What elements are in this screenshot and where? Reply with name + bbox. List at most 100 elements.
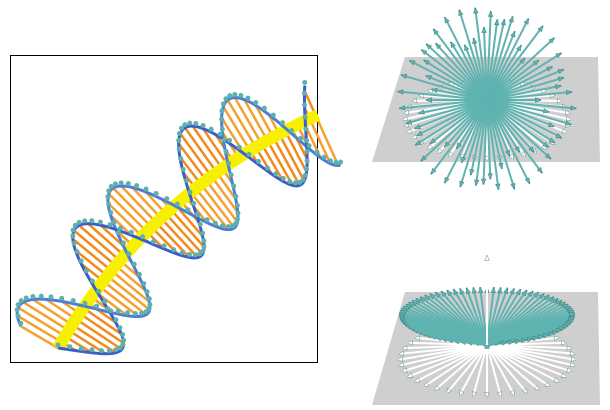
backbone-arrow	[19, 298, 24, 303]
backbone-arrow	[231, 183, 236, 188]
backbone-arrow	[209, 127, 214, 132]
backbone-arrow	[24, 295, 29, 300]
backbone-arrow	[113, 347, 118, 352]
backbone-arrow	[303, 114, 308, 119]
backbone-arrow	[218, 132, 223, 137]
backbone-arrow	[15, 307, 20, 312]
backbone-arrow	[132, 262, 137, 267]
backbone-arrow	[305, 158, 310, 163]
backbone-arrow	[176, 138, 181, 143]
backbone-arrow	[120, 342, 125, 347]
arrow-head	[511, 31, 515, 37]
arrow-head	[511, 183, 515, 189]
backbone-arrow	[140, 234, 145, 239]
backbone-arrow	[229, 172, 234, 177]
backbone-arrow	[182, 122, 187, 127]
arrow-head	[495, 184, 500, 190]
backbone-arrow	[175, 202, 180, 207]
backbone-arrow	[223, 149, 228, 154]
backbone-arrow	[303, 173, 308, 178]
backbone-arrow	[18, 321, 23, 326]
backbone-arrow	[238, 93, 243, 98]
backbone-arrow	[201, 238, 206, 243]
backbone-arrow	[256, 159, 261, 164]
backbone-arrow	[98, 220, 103, 225]
backbone-arrow	[328, 158, 333, 163]
backbone-arrow	[281, 176, 286, 181]
backbone-arrow	[16, 302, 21, 307]
backbone-arrow	[198, 222, 203, 227]
backbone-arrow	[226, 224, 231, 229]
arrow-head	[474, 8, 479, 14]
backbone-arrow	[79, 258, 84, 263]
backbone-arrow	[56, 343, 61, 348]
backbone-arrow	[287, 179, 292, 184]
backbone-arrow	[59, 296, 64, 301]
backbone-arrow	[161, 243, 166, 248]
backbone-arrow	[113, 317, 118, 322]
backbone-arrow	[137, 272, 142, 277]
backbone-arrow	[219, 117, 224, 122]
backbone-arrow	[82, 218, 87, 223]
backbone-arrow	[102, 299, 107, 304]
backbone-arrow	[147, 296, 152, 301]
backbone-arrow	[293, 180, 298, 185]
backbone-arrow	[300, 177, 305, 182]
backbone-arrow	[314, 150, 319, 155]
backbone-arrow	[280, 120, 285, 125]
backbone-arrow	[96, 289, 101, 294]
backbone-arrow	[70, 233, 75, 238]
backbone-arrow	[289, 128, 294, 133]
arrow-head	[488, 174, 493, 180]
backbone-arrow	[126, 181, 131, 186]
backbone-arrow	[262, 106, 267, 111]
backbone-arrow	[226, 161, 231, 166]
backbone-arrow	[121, 241, 126, 246]
arrow-head	[494, 19, 499, 25]
backbone-arrow	[193, 252, 198, 257]
backbone-arrow	[107, 348, 112, 353]
backbone-arrow	[118, 226, 123, 231]
backbone-arrow	[171, 247, 176, 252]
backbone-arrow	[177, 131, 182, 136]
backbone-arrow	[134, 183, 139, 188]
backbone-arrow	[105, 306, 110, 311]
arrow-head	[524, 18, 529, 24]
backbone-arrow	[177, 146, 182, 151]
backbone-arrow	[72, 241, 77, 246]
backbone-arrow	[30, 294, 35, 299]
backbone-arrow	[195, 213, 200, 218]
backbone-arrow	[273, 171, 278, 176]
backbone-arrow	[187, 252, 192, 257]
backbone-arrow	[133, 311, 138, 316]
backbone-arrow	[89, 347, 94, 352]
backbone-arrow	[235, 217, 240, 222]
backbone-arrow	[221, 137, 226, 142]
backbone-arrow	[298, 136, 303, 141]
arrow-head	[459, 10, 463, 16]
backbone-arrow	[271, 113, 276, 118]
backbone-arrow	[71, 227, 76, 232]
scene	[0, 0, 610, 410]
arrow-head	[460, 181, 464, 187]
arrow-head	[472, 287, 477, 293]
backbone-arrow	[227, 93, 232, 98]
backbone-arrow	[201, 244, 206, 249]
backbone-arrow	[16, 314, 21, 319]
arrow-head	[474, 180, 479, 186]
backbone-arrow	[245, 96, 250, 101]
arrow-head	[465, 45, 469, 51]
backbone-arrow	[205, 217, 210, 222]
backbone-arrow	[191, 201, 196, 206]
backbone-arrow	[117, 325, 122, 330]
page: (() => { const data = JSON.parse(documen…	[0, 0, 610, 410]
backbone-arrow	[188, 190, 193, 195]
backbone-arrow	[235, 203, 240, 208]
backbone-arrow	[235, 211, 240, 216]
backbone-arrow	[67, 344, 72, 349]
backbone-arrow	[184, 178, 189, 183]
backbone-arrow	[146, 306, 151, 311]
backbone-arrow	[221, 101, 226, 106]
backbone-arrow	[302, 80, 307, 85]
backbone-arrow	[305, 149, 310, 154]
